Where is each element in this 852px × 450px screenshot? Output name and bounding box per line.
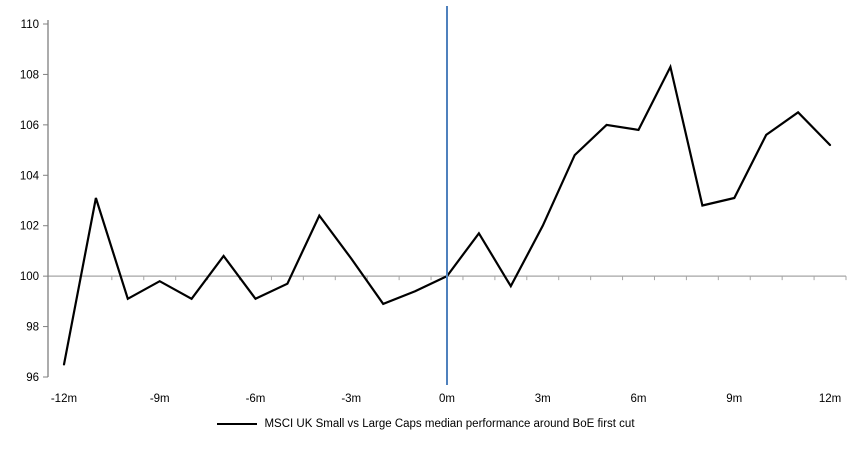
y-tick-label: 96	[26, 372, 39, 384]
y-tick-label: 104	[20, 170, 40, 182]
x-tick-label: 0m	[439, 393, 455, 405]
y-tick-label: 102	[20, 221, 39, 233]
x-tick-label: 12m	[819, 393, 841, 405]
x-tick-label: -3m	[341, 393, 361, 405]
x-tick-label: 3m	[535, 393, 551, 405]
x-tick-label: 6m	[631, 393, 647, 405]
legend-line-sample	[217, 423, 258, 425]
y-tick-label: 108	[20, 69, 39, 81]
x-tick-label: 9m	[726, 393, 742, 405]
legend-label: MSCI UK Small vs Large Caps median perfo…	[264, 418, 635, 430]
x-tick-label: -6m	[246, 393, 266, 405]
y-tick-label: 98	[26, 322, 39, 334]
legend: MSCI UK Small vs Large Caps median perfo…	[0, 418, 852, 430]
x-tick-label: -12m	[51, 393, 77, 405]
y-tick-label: 106	[20, 120, 39, 132]
y-tick-label: 110	[21, 19, 39, 31]
y-tick-label: 100	[20, 271, 39, 283]
x-tick-label: -9m	[150, 393, 170, 405]
